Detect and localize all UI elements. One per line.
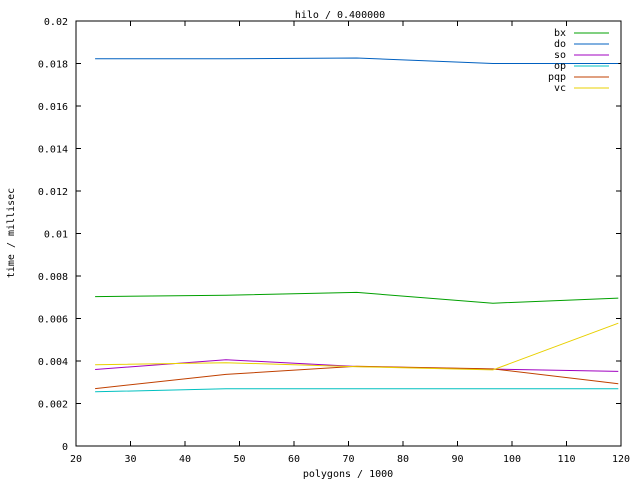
legend-label-bx: bx — [554, 28, 566, 39]
x-tick-label: 120 — [612, 454, 630, 465]
legend-label-op: op — [554, 61, 566, 72]
y-tick-label: 0.006 — [38, 315, 68, 326]
y-axis-title: time / millisec — [6, 188, 17, 278]
y-tick-label: 0 — [62, 442, 68, 453]
axes: 20 30 40 50 60 70 80 90 100 110 120 0 0.002 0.004 0.00… — [38, 17, 630, 465]
legend-label-pqp: pqp — [548, 72, 566, 83]
x-tick-label: 110 — [557, 454, 575, 465]
x-tick-label: 70 — [342, 454, 354, 465]
x-tick-label: 40 — [179, 454, 191, 465]
y-tick-label: 0.018 — [38, 60, 68, 71]
y-tick-label: 0.016 — [38, 102, 68, 113]
x-tick-label: 80 — [397, 454, 409, 465]
y-tick-label: 0.02 — [44, 17, 68, 28]
series-lines — [95, 57, 619, 393]
x-tick-label: 100 — [503, 454, 521, 465]
series-line-do — [95, 57, 619, 64]
x-tick-label: 30 — [124, 454, 136, 465]
y-tick-label: 0.002 — [38, 400, 68, 411]
x-tick-label: 50 — [233, 454, 245, 465]
series-line-op — [95, 388, 619, 393]
series-line-bx — [95, 291, 619, 304]
y-tick-label: 0.008 — [38, 272, 68, 283]
x-tick-label: 90 — [451, 454, 463, 465]
x-axis-title: polygons / 1000 — [303, 469, 393, 480]
legend-label-so: so — [554, 50, 566, 61]
series-line-vc — [95, 322, 619, 371]
legend-label-vc: vc — [554, 83, 566, 94]
y-tick-label: 0.014 — [38, 145, 68, 156]
legend-label-do: do — [554, 39, 566, 50]
x-tick-label: 60 — [288, 454, 300, 465]
y-tick-label: 0.012 — [38, 187, 68, 198]
y-tick-label: 0.004 — [38, 357, 68, 368]
x-tick-label: 20 — [70, 454, 82, 465]
y-tick-label: 0.01 — [44, 230, 68, 241]
chart-title: hilo / 0.400000 — [295, 10, 385, 21]
